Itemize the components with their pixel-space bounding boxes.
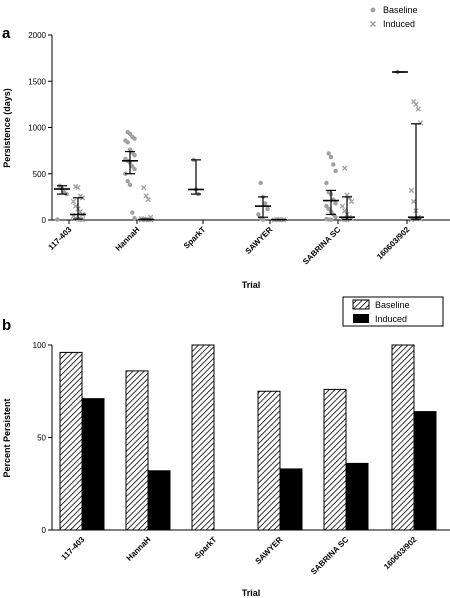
baseline-point — [125, 140, 130, 145]
panel-b-ytick-label: 50 — [37, 434, 46, 443]
induced-bar — [147, 470, 171, 531]
panel-b-label: b — [2, 317, 11, 334]
panel-b-legend-baseline: Baseline — [375, 300, 410, 310]
baseline-point — [331, 162, 336, 167]
induced-point — [141, 184, 147, 191]
panel-a-category-label: SAWYER — [244, 225, 275, 256]
induced-median-range — [408, 123, 424, 220]
panel-a-category-label: 160603/902 — [375, 225, 412, 262]
panel-a-legend-baseline: Baseline — [383, 5, 418, 15]
baseline-median-range — [188, 159, 204, 195]
baseline-bar — [323, 388, 347, 531]
legend-induced-marker — [370, 21, 376, 27]
baseline-point — [132, 215, 137, 221]
baseline-median-range — [54, 185, 70, 195]
panel-a-category-label: SparkT — [182, 225, 208, 251]
induced-point — [415, 106, 421, 112]
panel-b-category-label: 160603/902 — [382, 535, 419, 572]
baseline-point — [260, 217, 266, 222]
panel-b-category-label: SparkT — [193, 535, 219, 561]
induced-bar — [413, 411, 437, 531]
baseline-point — [333, 168, 338, 174]
panel-a-ytick-label: 1500 — [28, 77, 46, 86]
baseline-point — [326, 151, 331, 156]
panel-a-plot: 0 500 1000 1500 2000 117-403 HannaH SparkT SAWYE… — [28, 31, 450, 266]
panel-a-ytick-label: 1000 — [28, 124, 46, 133]
panel-b-category-label: 117-403 — [60, 535, 87, 562]
induced-median-range — [70, 197, 86, 220]
baseline-bar — [257, 390, 281, 531]
induced-point — [70, 198, 77, 205]
baseline-median-range — [122, 150, 138, 175]
baseline-point — [328, 217, 334, 222]
baseline-bar — [391, 344, 415, 531]
baseline-point — [132, 136, 137, 141]
induced-median-range — [138, 218, 154, 221]
baseline-point — [132, 166, 137, 172]
panel-b-ytick-label: 100 — [33, 341, 47, 350]
panel-a-ylabel: Persistence (days) — [2, 88, 12, 168]
panel-b-ylabel: Percent Persistent — [2, 398, 12, 477]
induced-point — [408, 187, 415, 194]
baseline-median-range — [323, 189, 339, 216]
baseline-bar — [59, 351, 83, 531]
panel-a-category-label: 117-403 — [47, 225, 74, 252]
baseline-point — [258, 180, 263, 186]
induced-point — [417, 120, 424, 126]
baseline-point — [130, 210, 135, 215]
panel-a-ytick-label: 2000 — [28, 31, 46, 40]
panel-a-ytick-label: 0 — [42, 216, 47, 225]
induced-point — [408, 217, 415, 223]
baseline-median-range — [255, 196, 271, 218]
panel-a-ytick-label: 500 — [33, 170, 47, 179]
panel-b-ytick-label: 0 — [42, 526, 47, 535]
baseline-bar — [191, 344, 215, 531]
baseline-point — [263, 201, 268, 206]
induced-point — [143, 193, 149, 199]
panel-b-plot: 0 50 100 117-403 HannaH SparkT SAWYER SABRINA S… — [33, 341, 450, 576]
baseline-point — [132, 153, 137, 158]
induced-point — [342, 208, 348, 214]
panel-a-legend: Baseline Induced — [370, 5, 418, 29]
baseline-point — [333, 201, 338, 206]
induced-median-range — [339, 196, 355, 221]
legend-baseline-marker — [370, 7, 376, 13]
baseline-point — [324, 180, 329, 186]
panel-b-xlabel: Trial — [242, 588, 261, 598]
induced-point — [79, 217, 86, 223]
induced-bar — [345, 462, 369, 531]
panel-b-legend: Baseline Induced — [342, 296, 444, 327]
induced-bar — [279, 468, 303, 531]
legend-induced-swatch — [353, 314, 369, 323]
induced-point — [145, 196, 151, 203]
baseline-point — [256, 212, 261, 217]
baseline-point — [333, 215, 338, 220]
panel-b-category-label: HannaH — [125, 535, 153, 563]
baseline-point — [125, 178, 130, 184]
induced-bar — [81, 398, 105, 531]
panel-a-legend-induced: Induced — [383, 19, 415, 29]
baseline-point — [127, 182, 133, 188]
panel-a-xlabel: Trial — [242, 280, 261, 290]
baseline-point — [328, 154, 334, 160]
induced-point — [75, 184, 81, 191]
baseline-point — [55, 217, 60, 222]
induced-point — [411, 198, 417, 205]
induced-point — [346, 195, 352, 201]
panel-a-label: a — [2, 25, 11, 42]
induced-point — [342, 165, 348, 171]
baseline-point — [265, 206, 270, 212]
panel-b-category-label: SABRINA SC — [309, 535, 351, 577]
induced-point — [348, 198, 355, 205]
baseline-bar — [125, 370, 149, 531]
panel-b-legend-induced: Induced — [375, 314, 407, 324]
panel-a-category-label: SABRINA SC — [301, 225, 343, 267]
induced-point — [339, 203, 346, 209]
induced-point — [413, 101, 419, 108]
legend-baseline-swatch — [352, 299, 370, 310]
panel-b-category-label: SAWYER — [254, 535, 285, 566]
panel-a-category-label: HannaH — [114, 225, 142, 253]
